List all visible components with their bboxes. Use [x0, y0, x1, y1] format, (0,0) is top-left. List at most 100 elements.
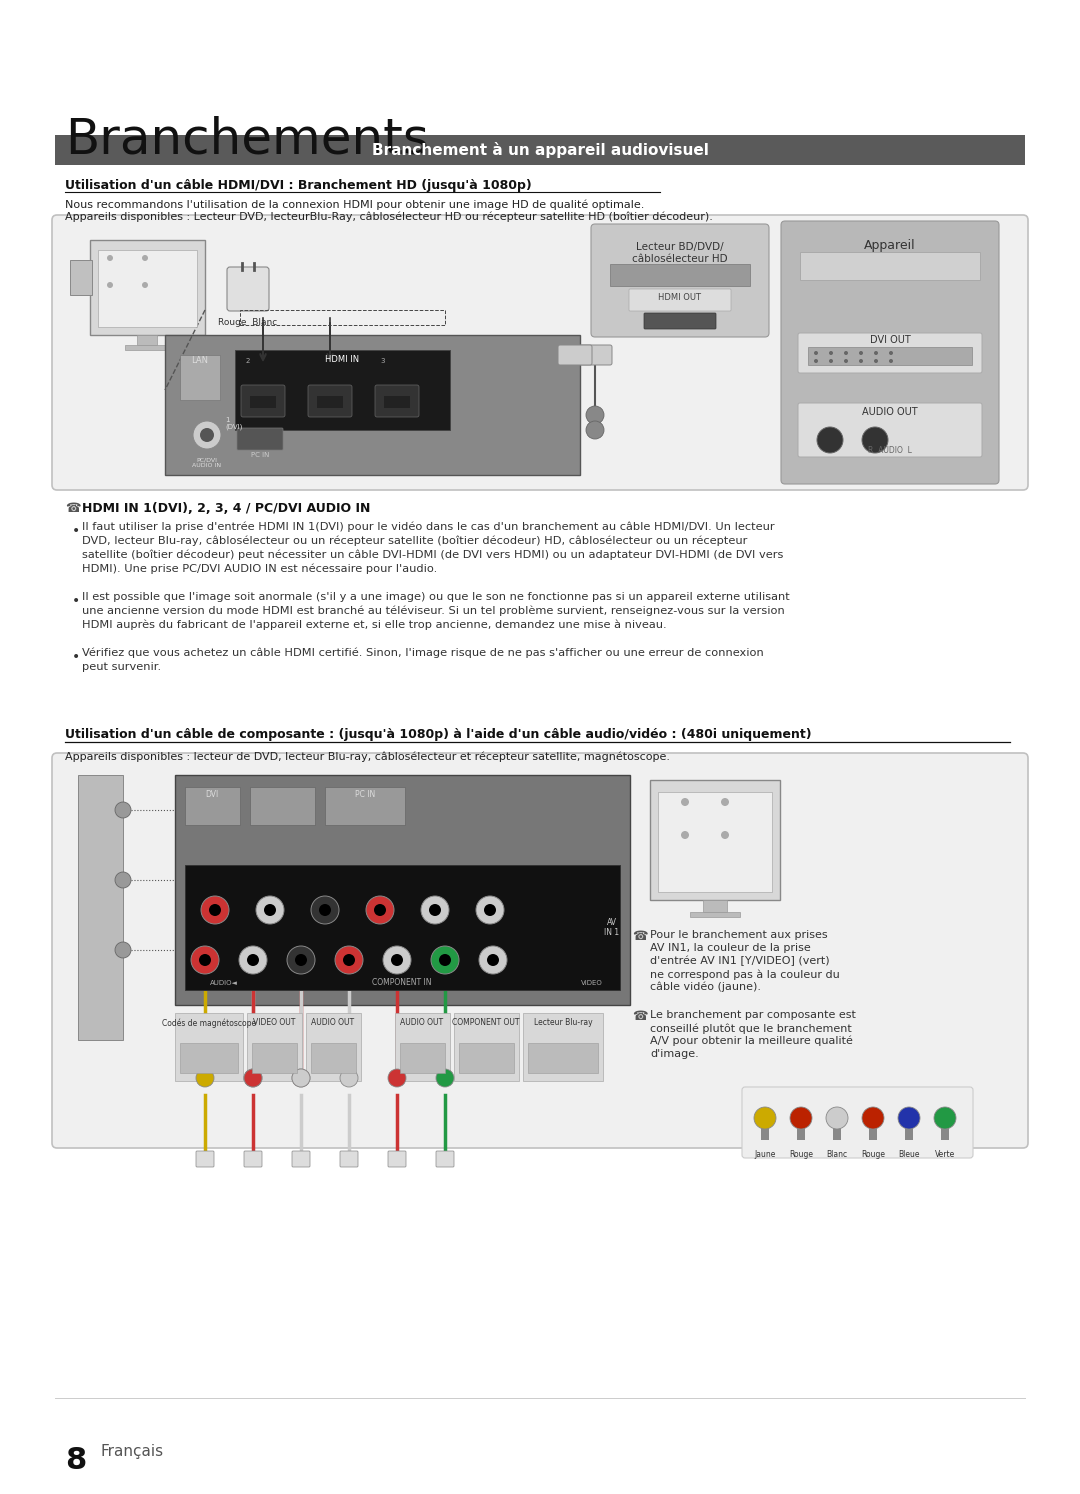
Text: A/V pour obtenir la meilleure qualité: A/V pour obtenir la meilleure qualité [650, 1035, 853, 1046]
Circle shape [843, 359, 848, 363]
Text: Branchements: Branchements [65, 115, 429, 163]
Bar [658, 792, 772, 892]
Bar [761, 1118, 769, 1140]
Circle shape [107, 282, 113, 288]
Circle shape [487, 955, 499, 967]
Circle shape [586, 406, 604, 424]
Bar [454, 1013, 519, 1082]
FancyBboxPatch shape [798, 403, 982, 457]
Circle shape [874, 351, 878, 356]
Circle shape [889, 351, 893, 356]
Circle shape [829, 351, 833, 356]
Text: PC IN: PC IN [251, 453, 269, 459]
Bar [175, 1013, 243, 1082]
Text: DVI: DVI [205, 790, 218, 799]
Circle shape [681, 798, 689, 805]
Text: Appareils disponibles : Lecteur DVD, lecteurBlu-Ray, câblosélecteur HD ou récept: Appareils disponibles : Lecteur DVD, lec… [65, 212, 713, 223]
Circle shape [874, 359, 878, 363]
FancyBboxPatch shape [591, 224, 769, 338]
Text: AUDIO OUT: AUDIO OUT [862, 406, 918, 417]
Bar [797, 1118, 805, 1140]
Circle shape [816, 427, 843, 453]
FancyBboxPatch shape [227, 267, 269, 311]
Text: •: • [72, 650, 80, 663]
Circle shape [292, 1070, 310, 1088]
Text: câble vidéo (jaune).: câble vidéo (jaune). [650, 982, 761, 992]
Circle shape [141, 255, 148, 261]
Bar [384, 396, 410, 408]
Text: Rouge: Rouge [789, 1150, 813, 1159]
Bar [185, 865, 620, 991]
Circle shape [244, 1070, 262, 1088]
Bar [528, 1043, 598, 1073]
Text: peut survenir.: peut survenir. [82, 662, 161, 672]
Text: Lecteur Blu-ray: Lecteur Blu-ray [534, 1017, 592, 1026]
Text: PC IN: PC IN [355, 790, 375, 799]
Text: ☎: ☎ [632, 929, 648, 943]
FancyBboxPatch shape [52, 753, 1028, 1147]
Circle shape [374, 904, 386, 916]
Circle shape [388, 1070, 406, 1088]
Circle shape [754, 1107, 777, 1129]
Circle shape [107, 255, 113, 261]
Text: Appareil: Appareil [864, 239, 916, 252]
Text: ☎: ☎ [632, 1010, 648, 1023]
Text: Lecteur BD/DVD/
câblosélecteur HD: Lecteur BD/DVD/ câblosélecteur HD [632, 242, 728, 263]
Circle shape [239, 946, 267, 974]
Bar [523, 1013, 603, 1082]
Text: AUDIO◄: AUDIO◄ [210, 980, 238, 986]
Text: Jaune: Jaune [754, 1150, 775, 1159]
Bar [306, 1013, 361, 1082]
Circle shape [862, 427, 888, 453]
FancyBboxPatch shape [195, 1150, 214, 1167]
FancyBboxPatch shape [798, 333, 982, 374]
Circle shape [311, 896, 339, 923]
Circle shape [843, 351, 848, 356]
Text: Utilisation d'un câble HDMI/DVI : Branchement HD (jusqu'à 1080p): Utilisation d'un câble HDMI/DVI : Branch… [65, 179, 531, 193]
FancyBboxPatch shape [578, 345, 612, 365]
Circle shape [141, 282, 148, 288]
Bar [869, 1118, 877, 1140]
FancyBboxPatch shape [629, 288, 731, 311]
Circle shape [256, 896, 284, 923]
Circle shape [436, 1070, 454, 1088]
Circle shape [476, 896, 504, 923]
Circle shape [829, 359, 833, 363]
Circle shape [366, 896, 394, 923]
Circle shape [200, 427, 214, 442]
Circle shape [897, 1107, 920, 1129]
Text: Rouge: Rouge [861, 1150, 885, 1159]
Text: Blanc: Blanc [826, 1150, 848, 1159]
Circle shape [191, 946, 219, 974]
Circle shape [114, 802, 131, 819]
Bar [800, 252, 980, 279]
Text: 1
(DVI): 1 (DVI) [225, 417, 242, 430]
Text: une ancienne version du mode HDMI est branché au téléviseur. Si un tel problème : une ancienne version du mode HDMI est br… [82, 607, 785, 617]
Circle shape [859, 359, 863, 363]
Text: LAN: LAN [191, 356, 208, 365]
Text: R  AUDIO  L: R AUDIO L [868, 447, 912, 456]
Text: Le branchement par composante est: Le branchement par composante est [650, 1010, 855, 1020]
Text: Verte: Verte [935, 1150, 955, 1159]
Bar [98, 249, 197, 327]
Bar [941, 1118, 949, 1140]
Circle shape [681, 831, 689, 840]
Bar [240, 309, 445, 326]
Text: Français: Français [100, 1445, 163, 1460]
Bar [78, 775, 123, 1040]
Circle shape [383, 946, 411, 974]
Text: VIDEO: VIDEO [581, 980, 603, 986]
FancyBboxPatch shape [241, 385, 285, 417]
Circle shape [199, 955, 211, 967]
Circle shape [247, 955, 259, 967]
Circle shape [340, 1070, 357, 1088]
Text: Utilisation d'un câble de composante : (jusqu'à 1080p) à l'aide d'un câble audio: Utilisation d'un câble de composante : (… [65, 728, 812, 741]
Text: AUDIO OUT: AUDIO OUT [401, 1017, 444, 1026]
Text: Bleue: Bleue [899, 1150, 920, 1159]
Bar [650, 780, 780, 899]
Circle shape [292, 1070, 310, 1088]
Circle shape [862, 1107, 885, 1129]
Text: DVI OUT: DVI OUT [869, 335, 910, 345]
Bar [400, 1043, 445, 1073]
Circle shape [789, 1107, 812, 1129]
